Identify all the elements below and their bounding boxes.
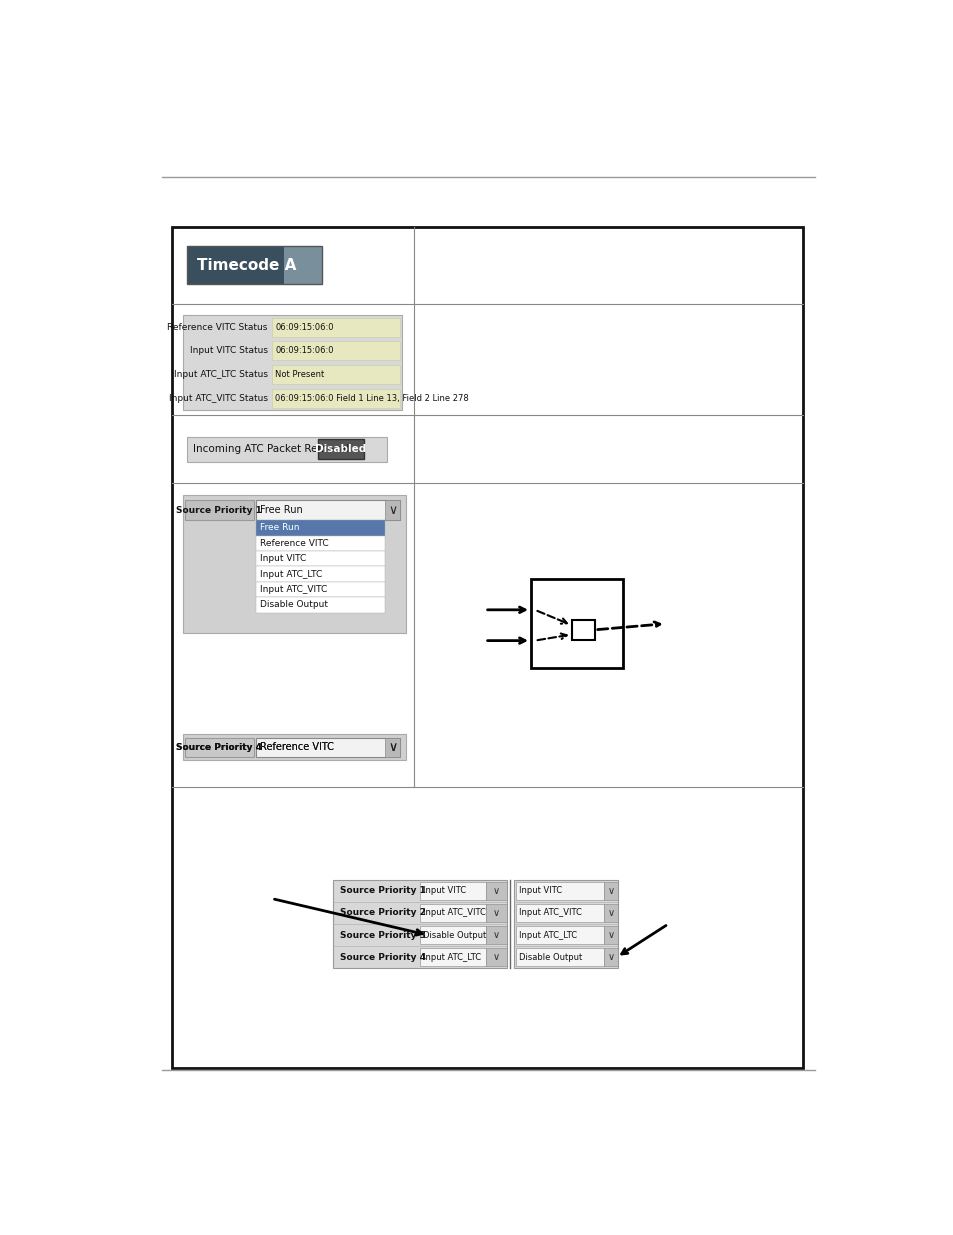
Bar xyxy=(272,317,400,337)
Text: ∨: ∨ xyxy=(388,741,396,753)
Bar xyxy=(187,246,284,284)
Text: Source Priority 1: Source Priority 1 xyxy=(176,505,262,515)
Text: Source Priority 4: Source Priority 4 xyxy=(176,742,262,752)
Bar xyxy=(419,926,485,944)
Bar xyxy=(256,536,385,551)
Text: Input VITC: Input VITC xyxy=(422,887,466,895)
Text: Input ATC_LTC Status: Input ATC_LTC Status xyxy=(173,370,268,379)
Bar xyxy=(333,879,506,968)
Text: Reference VITC: Reference VITC xyxy=(260,538,329,547)
Text: Free Run: Free Run xyxy=(260,505,303,515)
Bar xyxy=(256,551,385,567)
Text: Input VITC: Input VITC xyxy=(518,887,561,895)
Text: Input ATC_VITC Status: Input ATC_VITC Status xyxy=(169,394,268,403)
Bar xyxy=(516,948,603,966)
Bar xyxy=(185,500,253,520)
Text: Source Priority 3: Source Priority 3 xyxy=(339,930,425,940)
Text: Disable Output: Disable Output xyxy=(518,952,581,962)
Bar xyxy=(514,879,618,968)
Bar xyxy=(485,948,506,966)
Text: ∨: ∨ xyxy=(388,741,396,753)
Bar xyxy=(256,597,385,613)
Bar xyxy=(385,739,400,757)
Bar xyxy=(272,341,400,361)
Text: Disable Output: Disable Output xyxy=(422,930,486,940)
Text: Reference VITC Status: Reference VITC Status xyxy=(167,322,268,332)
Bar xyxy=(256,520,385,536)
Bar xyxy=(603,948,618,966)
Text: Not Present: Not Present xyxy=(275,370,324,379)
Text: 06:09:15:06:0 Field 1 Line 13, Field 2 Line 278: 06:09:15:06:0 Field 1 Line 13, Field 2 L… xyxy=(275,394,469,403)
Bar xyxy=(317,440,364,459)
Text: ∨: ∨ xyxy=(492,908,499,918)
Text: ∨: ∨ xyxy=(607,930,614,940)
Text: Input ATC_LTC: Input ATC_LTC xyxy=(422,952,480,962)
Text: Incoming ATC Packet Removal: Incoming ATC Packet Removal xyxy=(193,445,349,454)
Text: Disable Output: Disable Output xyxy=(260,600,328,609)
Bar xyxy=(603,882,618,899)
Bar xyxy=(187,437,387,462)
Bar xyxy=(256,739,400,757)
Text: 06:09:15:06:0: 06:09:15:06:0 xyxy=(275,322,334,332)
Text: Source Priority 2: Source Priority 2 xyxy=(339,909,425,918)
Bar xyxy=(272,389,400,408)
Text: ∨: ∨ xyxy=(492,885,499,895)
Bar xyxy=(256,739,400,757)
Text: Input VITC: Input VITC xyxy=(260,555,306,563)
Text: Input ATC_LTC: Input ATC_LTC xyxy=(518,930,577,940)
Bar xyxy=(516,904,603,921)
Text: Input ATC_VITC: Input ATC_VITC xyxy=(260,585,327,594)
Text: Disabled: Disabled xyxy=(315,445,366,454)
Bar xyxy=(485,904,506,921)
Text: Free Run: Free Run xyxy=(260,524,299,532)
Bar xyxy=(531,579,622,668)
Bar xyxy=(571,620,595,640)
Text: ∨: ∨ xyxy=(492,952,499,962)
Text: ∨: ∨ xyxy=(607,908,614,918)
Bar xyxy=(185,739,253,757)
Bar xyxy=(485,926,506,944)
Bar xyxy=(183,495,405,634)
Bar xyxy=(516,926,603,944)
Bar xyxy=(256,500,400,520)
Bar xyxy=(185,739,253,757)
Bar xyxy=(419,948,485,966)
Bar xyxy=(385,739,400,757)
Text: 06:09:15:06:0: 06:09:15:06:0 xyxy=(275,346,334,356)
Bar xyxy=(385,500,400,520)
Bar xyxy=(485,882,506,899)
Text: Input VITC Status: Input VITC Status xyxy=(190,346,268,356)
Text: ∨: ∨ xyxy=(607,952,614,962)
Text: Timecode A: Timecode A xyxy=(196,258,295,273)
Text: Source Priority 4: Source Priority 4 xyxy=(176,742,262,752)
Bar xyxy=(256,567,385,582)
Bar xyxy=(419,882,485,899)
Text: Source Priority 4: Source Priority 4 xyxy=(339,952,425,962)
Bar xyxy=(256,582,385,597)
Text: Input ATC_VITC: Input ATC_VITC xyxy=(518,909,581,918)
Text: Source Priority 1: Source Priority 1 xyxy=(339,887,425,895)
Text: Input ATC_LTC: Input ATC_LTC xyxy=(260,569,322,578)
Text: ∨: ∨ xyxy=(492,930,499,940)
Bar xyxy=(603,904,618,921)
Bar xyxy=(284,246,321,284)
Text: Reference VITC: Reference VITC xyxy=(260,742,334,752)
Text: ∨: ∨ xyxy=(607,885,614,895)
Bar xyxy=(419,904,485,921)
Text: Input ATC_VITC: Input ATC_VITC xyxy=(422,909,485,918)
Bar xyxy=(183,734,405,761)
Bar xyxy=(187,246,321,284)
Bar xyxy=(603,926,618,944)
Text: ∨: ∨ xyxy=(388,504,396,516)
Bar xyxy=(272,366,400,384)
Text: Reference VITC: Reference VITC xyxy=(260,742,334,752)
Bar xyxy=(172,227,802,1068)
Bar xyxy=(183,315,401,410)
Bar xyxy=(516,882,603,899)
